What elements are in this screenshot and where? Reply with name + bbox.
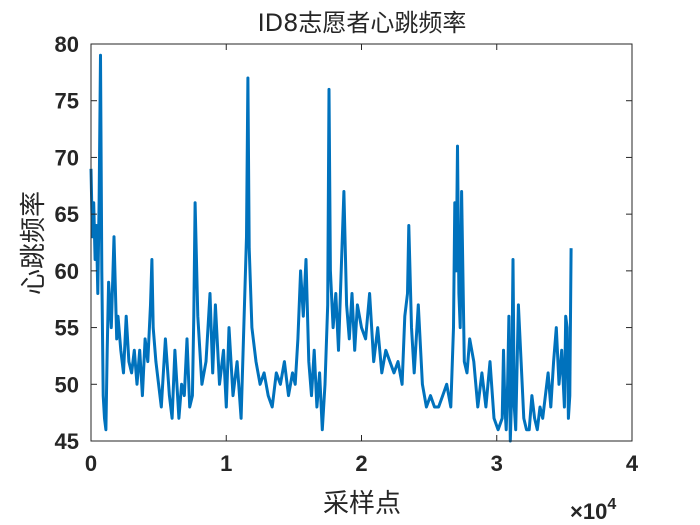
- y-tick-label-5: 70: [55, 145, 79, 170]
- axis-ticks: 0 1 2 3 4 45 50 55 60 65 70 75 80: [55, 32, 639, 476]
- x-exponent-base: ×10: [570, 499, 607, 524]
- chart-title: ID8志愿者心跳频率: [258, 9, 467, 37]
- y-tick-label-4: 65: [55, 202, 79, 227]
- x-tick-label-2: 2: [355, 451, 367, 476]
- x-exponent-power: 4: [607, 496, 616, 513]
- series-line-0: [89, 53, 573, 443]
- y-tick-label-2: 55: [55, 316, 79, 341]
- y-tick-label-0: 45: [55, 429, 79, 454]
- y-tick-label-1: 50: [55, 372, 79, 397]
- x-tick-label-1: 1: [220, 451, 232, 476]
- y-tick-label-6: 75: [55, 89, 79, 114]
- x-exponent-label: ×104: [570, 496, 616, 524]
- x-tick-label-4: 4: [626, 451, 639, 476]
- y-axis-label: 心跳频率: [19, 191, 49, 295]
- y-tick-label-7: 80: [55, 32, 79, 57]
- plot-area: [89, 53, 573, 443]
- x-axis-label: 采样点: [323, 489, 401, 519]
- x-tick-label-3: 3: [491, 451, 503, 476]
- y-tick-label-3: 60: [55, 259, 79, 284]
- x-tick-label-0: 0: [85, 451, 97, 476]
